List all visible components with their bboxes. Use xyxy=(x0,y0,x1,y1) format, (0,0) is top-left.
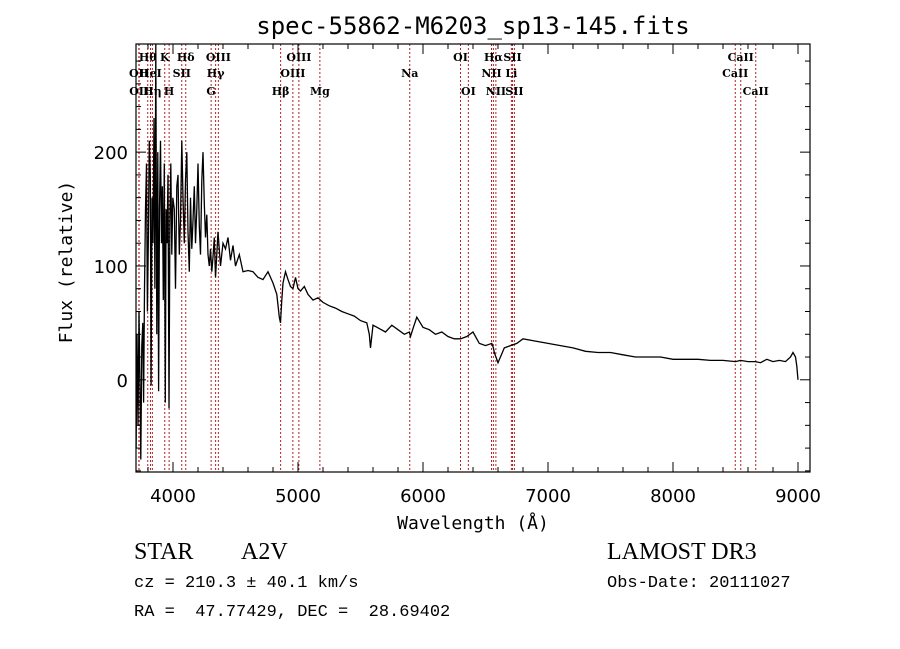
y-tick-label: 100 xyxy=(94,257,128,278)
x-tick-label: 7000 xyxy=(525,486,571,507)
marker-label-21: NII xyxy=(486,85,506,98)
spectrum-line xyxy=(135,43,799,460)
x-tick-label: 9000 xyxy=(775,486,821,507)
marker-label-5: K xyxy=(160,51,170,64)
coordinates-readout: RA = 47.77429, DEC = 28.69402 xyxy=(134,603,451,622)
marker-label-13: OIII xyxy=(280,67,305,80)
marker-label-16: Na xyxy=(401,67,418,80)
marker-label-1: OII xyxy=(129,67,149,80)
x-axis-label: Wavelength (Å) xyxy=(397,512,549,534)
x-tick-label: 5000 xyxy=(275,486,321,507)
marker-label-14: OIII xyxy=(286,51,311,64)
marker-label-22: Li xyxy=(505,67,517,80)
x-tick-label: 4000 xyxy=(150,486,196,507)
y-axis-ticks: 0 100 200 xyxy=(94,60,810,472)
line-marker-labels: HθOIIOIIHeIHηKHSIIHδGHγOIIIHβOIIIOIIIMgN… xyxy=(129,51,769,98)
marker-label-3: HeI xyxy=(139,67,162,80)
redshift-readout: cz = 210.3 ± 40.1 km/s xyxy=(134,574,359,593)
survey-name: LAMOST DR3 xyxy=(607,539,757,565)
plot-frame xyxy=(135,43,811,473)
x-axis-ticks: 4000 5000 6000 7000 8000 9000 xyxy=(147,44,821,507)
marker-label-26: CaII xyxy=(728,51,754,64)
x-tick-label: 6000 xyxy=(400,486,446,507)
marker-label-8: Hδ xyxy=(177,51,195,64)
marker-label-20: Hα xyxy=(484,51,503,64)
marker-label-7: SII xyxy=(173,67,191,80)
object-class: STAR xyxy=(134,539,194,565)
object-subclass: A2V xyxy=(241,539,288,565)
marker-label-11: OIII xyxy=(206,51,231,64)
marker-label-10: Hγ xyxy=(207,67,225,80)
x-tick-label: 8000 xyxy=(650,486,696,507)
marker-label-6: H xyxy=(164,85,174,98)
y-axis-label: Flux (relative) xyxy=(56,181,77,344)
marker-label-23: SII xyxy=(503,51,521,64)
observation-date: Obs-Date: 20111027 xyxy=(607,574,791,593)
y-tick-label: 200 xyxy=(94,143,128,164)
marker-label-17: OI xyxy=(453,51,468,64)
marker-label-15: Mg xyxy=(310,85,330,98)
marker-label-4: Hη xyxy=(143,85,161,98)
marker-label-25: CaII xyxy=(722,67,748,80)
marker-label-0: Hθ xyxy=(139,51,157,64)
marker-label-9: G xyxy=(206,85,215,98)
y-tick-label: 0 xyxy=(117,371,128,392)
marker-label-24: SII xyxy=(505,85,523,98)
chart-title: spec-55862-M6203_sp13-145.fits xyxy=(256,12,689,40)
marker-label-19: NII xyxy=(481,67,501,80)
marker-label-12: Hβ xyxy=(272,85,290,98)
marker-label-18: OI xyxy=(461,85,476,98)
marker-label-2: OII xyxy=(129,85,149,98)
marker-label-27: CaII xyxy=(743,85,769,98)
